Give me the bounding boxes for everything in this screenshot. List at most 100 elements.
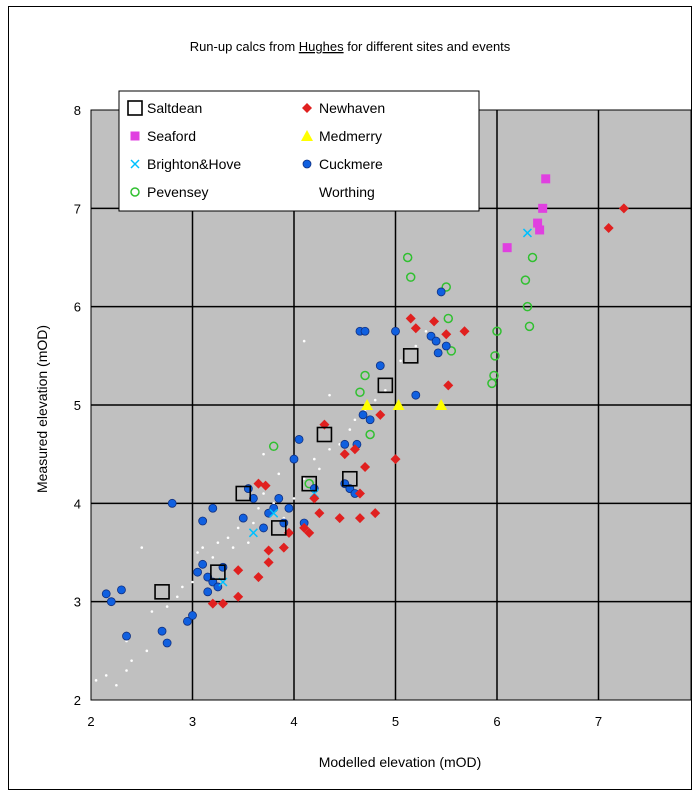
- legend-box: [118, 90, 480, 212]
- data-point: [365, 415, 375, 425]
- data-point: [289, 454, 299, 464]
- data-point: [309, 493, 320, 504]
- data-point: [196, 551, 199, 554]
- data-point: [302, 159, 312, 169]
- data-point: [361, 399, 374, 410]
- data-point: [441, 341, 451, 351]
- legend-label: Worthing: [319, 184, 375, 200]
- data-point: [399, 359, 402, 363]
- data-point: [150, 610, 154, 613]
- data-point: [122, 631, 131, 641]
- data-point: [263, 557, 274, 568]
- data-point: [535, 225, 545, 235]
- data-point: [390, 454, 401, 465]
- data-point: [154, 584, 170, 600]
- data-point: [538, 203, 548, 213]
- data-point: [360, 370, 370, 381]
- data-point: [433, 348, 443, 358]
- data-point: [414, 344, 418, 348]
- legend-label: Pevensey: [147, 184, 208, 200]
- x-tick-label: 2: [87, 714, 94, 729]
- data-point: [402, 252, 413, 263]
- data-point: [247, 541, 250, 544]
- data-point: [269, 508, 279, 518]
- x-tick-label: 5: [392, 714, 399, 729]
- data-point: [490, 351, 500, 361]
- data-point-stroke: [269, 508, 279, 518]
- data-point: [348, 428, 352, 431]
- data-point: [284, 503, 294, 513]
- y-tick-label: 7: [74, 201, 81, 216]
- data-point: [262, 492, 265, 495]
- y-tick-label: 8: [74, 103, 81, 118]
- data-point: [328, 447, 331, 451]
- data-point: [115, 683, 118, 687]
- data-point: [360, 461, 371, 472]
- data-point: [429, 316, 440, 327]
- data-point: [527, 252, 538, 263]
- data-point: [443, 380, 454, 391]
- data-point: [446, 346, 457, 356]
- data-point: [405, 313, 416, 324]
- data-point: [370, 508, 381, 519]
- data-point: [520, 275, 531, 285]
- x-tick-label: 4: [290, 714, 297, 729]
- data-point: [375, 361, 385, 371]
- data-point: [167, 498, 177, 508]
- data-point: [207, 598, 218, 609]
- data-point: [94, 679, 98, 682]
- data-point: [263, 545, 274, 556]
- data-point: [360, 326, 370, 336]
- data-point: [489, 370, 499, 381]
- data-point: [248, 494, 258, 503]
- title-part-1: Run-up calcs from: [190, 39, 299, 54]
- data-point: [313, 457, 316, 461]
- series-cuckmere: [101, 287, 451, 648]
- data-point: [233, 565, 244, 576]
- data-point: [259, 523, 268, 533]
- chart-title: Run-up calcs from Hughes for different s…: [190, 39, 511, 54]
- data-point: [278, 542, 289, 553]
- data-point: [106, 597, 116, 607]
- data-point: [349, 444, 360, 455]
- data-point: [342, 470, 358, 487]
- legend-label: Medmerry: [319, 128, 382, 144]
- data-point: [402, 348, 419, 364]
- title-part-3: for different sites and events: [344, 39, 511, 54]
- legend-item-cuckmere: Cuckmere: [302, 156, 383, 172]
- data-point: [238, 513, 248, 523]
- data-point: [302, 477, 306, 481]
- data-point: [441, 282, 451, 292]
- data-point: [443, 313, 454, 324]
- data-point: [304, 478, 314, 489]
- x-axis-label: Modelled elevation (mOD): [319, 754, 482, 770]
- data-point: [365, 429, 375, 440]
- data-point: [188, 611, 197, 620]
- data-point: [358, 410, 368, 420]
- legend-label: Newhaven: [319, 100, 385, 116]
- data-point: [318, 467, 321, 471]
- data-point: [377, 377, 394, 394]
- data-point: [411, 390, 421, 400]
- legend-item-newhaven: Newhaven: [302, 100, 385, 116]
- data-point: [436, 287, 446, 297]
- y-tick-label: 3: [74, 595, 81, 610]
- y-tick-label: 5: [74, 398, 81, 413]
- data-point: [268, 441, 279, 452]
- y-tick-label: 6: [74, 300, 81, 315]
- data-point: [127, 100, 143, 116]
- data-point: [248, 528, 258, 538]
- x-tick-label: 7: [595, 714, 602, 729]
- legend-label: Saltdean: [147, 100, 202, 116]
- data-point: [292, 497, 296, 500]
- data-point-stroke: [522, 228, 532, 238]
- data-point: [198, 516, 208, 526]
- series-worthing: [94, 329, 428, 687]
- data-point: [373, 398, 377, 402]
- chart-frame: Run-up calcs from Hughes for different s…: [8, 6, 692, 790]
- x-tick-label: 3: [189, 714, 196, 729]
- legend-item-worthing: Worthing: [319, 184, 375, 200]
- legend-label: Brighton&Hove: [147, 156, 241, 172]
- legend-item-medmerry: Medmerry: [301, 128, 382, 144]
- data-point: [294, 435, 304, 444]
